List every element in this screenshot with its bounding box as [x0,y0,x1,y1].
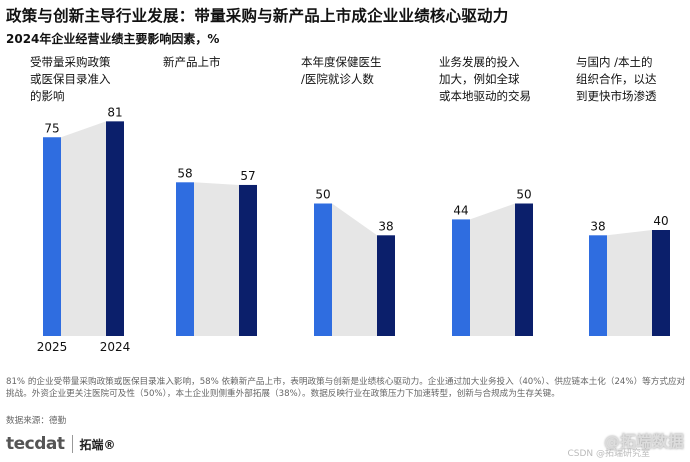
connector-band [607,230,652,336]
bar-2024 [377,235,395,336]
category-label: 的影响 [30,89,65,103]
value-label: 57 [240,169,255,183]
value-label: 50 [315,188,330,202]
source-note: 数据来源：德勤 [6,416,67,426]
category-label: 业务发展的投入 [439,55,520,69]
connector-band [332,203,377,336]
category-label: 加大，例如全球 [439,72,520,86]
chart-subtitle: 2024年企业经营业绩主要影响因素，% [6,32,220,46]
connector-band [194,182,239,336]
bar-2025 [314,203,332,336]
year-label-2024: 2024 [100,340,131,354]
category-label: 到更快市场渗透 [576,89,657,103]
logo-divider [71,435,73,453]
category-label: 或本地驱动的交易 [439,89,531,103]
category-label: 本年度保健医生 [301,55,382,69]
year-label-2025: 2025 [37,340,68,354]
category-label: 与国内 /本土的 [576,55,653,69]
value-label: 75 [44,121,59,135]
connector-band [470,203,515,336]
bar-2024 [515,203,533,336]
watermark-sub: CSDN @拓端研究室 [567,449,650,459]
bar-2024 [652,230,670,336]
bar-2024 [106,121,124,336]
footnote: 81% 的企业受带量采购政策或医保目录准入影响，58% 依赖新产品上市，表明政策… [6,377,686,399]
connector-band [61,121,106,336]
bar-2025 [43,137,61,336]
bar-2024 [239,184,257,336]
category-label: 或医保目录准入 [30,72,111,86]
bar-2025 [589,235,607,336]
tecdat-logo: tecdat 拓端® [6,432,116,456]
logo-text: tecdat [6,434,65,454]
value-label: 38 [590,219,605,233]
category-label: 组织合作，以达 [576,72,657,86]
category-label: /医院就诊人数 [301,72,374,86]
value-label: 50 [516,188,531,202]
watermark: @拓端数据 [603,432,684,451]
chart-title: 政策与创新主导行业发展：带量采购与新产品上市成企业业绩核心驱动力 [6,7,509,25]
category-label: 受带量采购政策 [30,55,111,69]
value-label: 38 [378,219,393,233]
value-label: 40 [653,214,668,228]
bar-2025 [452,219,470,336]
value-label: 58 [177,166,192,180]
category-label: 新产品上市 [163,55,221,69]
value-label: 81 [107,105,122,119]
value-label: 44 [453,203,468,217]
bar-2025 [176,182,194,336]
logo-cn-text: 拓端® [79,437,116,452]
